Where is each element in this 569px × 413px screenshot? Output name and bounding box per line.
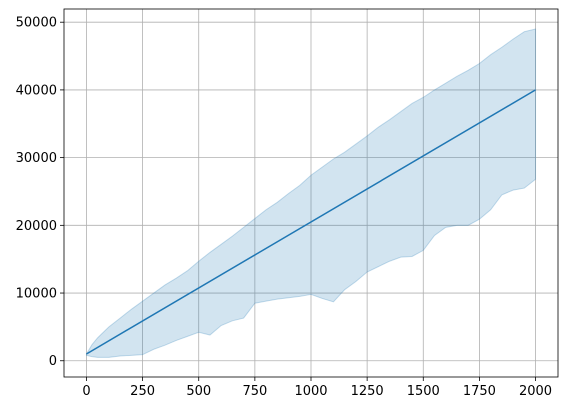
x-tick-label: 0 [82, 384, 90, 399]
y-tick-label: 10000 [16, 287, 57, 302]
x-tick-label: 1250 [351, 384, 384, 399]
gridlines [64, 9, 558, 377]
x-tick-label: 1000 [294, 384, 327, 399]
x-tick-label: 250 [130, 384, 155, 399]
x-tick-label: 750 [242, 384, 267, 399]
y-axis-ticks: 0 10000 20000 30000 40000 50000 [16, 16, 64, 369]
y-tick-label: 20000 [16, 219, 57, 234]
x-axis-ticks: 0 250 500 750 1000 1250 1500 1750 2000 [82, 377, 552, 399]
y-tick-label: 50000 [16, 16, 57, 31]
x-tick-label: 2000 [519, 384, 552, 399]
series-line [86, 89, 536, 355]
y-tick-label: 30000 [16, 151, 57, 166]
y-tick-label: 0 [49, 354, 57, 369]
confidence-band [85, 28, 537, 358]
x-tick-label: 1500 [407, 384, 440, 399]
y-tick-label: 40000 [16, 83, 57, 98]
x-tick-label: 500 [186, 384, 211, 399]
x-tick-label: 1750 [463, 384, 496, 399]
